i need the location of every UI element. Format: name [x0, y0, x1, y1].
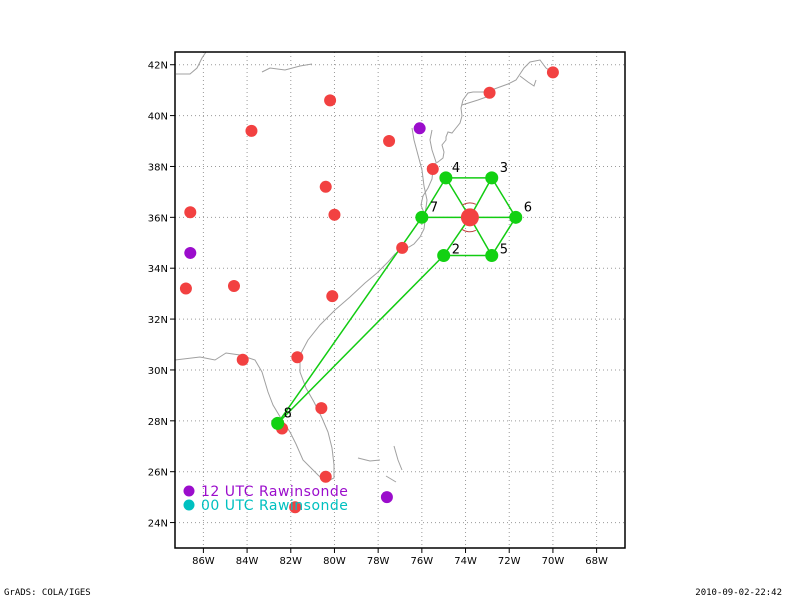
lon-tick-label: 76W	[411, 556, 434, 567]
lon-tick-label: 74W	[454, 556, 477, 567]
rawinsonde-station-marker	[328, 208, 341, 221]
cape-cod-line	[519, 75, 537, 87]
rawinsonde-station-marker	[291, 351, 304, 364]
rawinsonde-station-marker	[315, 402, 328, 415]
lon-tick-label: 86W	[192, 556, 215, 567]
rawinsonde-station-marker	[227, 280, 240, 293]
dropsonde-label: 5	[500, 242, 508, 257]
legend-12utc-marker	[183, 485, 195, 497]
lat-tick-label: 26N	[148, 468, 168, 479]
dropsonde-marker	[439, 171, 453, 185]
lon-tick-label: 80W	[323, 556, 346, 567]
dropsonde-marker	[437, 248, 451, 262]
rawinsonde-station-marker	[319, 470, 332, 483]
storm-center-marker	[460, 208, 479, 227]
lat-tick-label: 36N	[148, 213, 168, 224]
lon-tick-label: 82W	[279, 556, 302, 567]
lat-tick-label: 40N	[148, 112, 168, 123]
dropsonde-marker	[485, 248, 499, 262]
rawinsonde-station-marker	[236, 353, 249, 366]
rawinsonde-station-marker	[184, 206, 197, 219]
lon-tick-label: 70W	[542, 556, 565, 567]
rawinsonde-station-marker	[289, 501, 302, 514]
map-frame	[174, 51, 626, 549]
lon-tick-label: 78W	[367, 556, 390, 567]
dropsonde-label: 8	[284, 406, 292, 421]
lat-tick-label: 34N	[148, 264, 168, 275]
lon-tick-label: 72W	[498, 556, 521, 567]
lat-tick-label: 32N	[148, 315, 168, 326]
axis-tick-labels: 86W 84W 82W 80W 78W 76W 74W 72W 70W 68W 24N 26N 28N 3…	[148, 61, 608, 567]
rawinsonde-12utc-marker	[380, 491, 393, 504]
delaware-bay-line	[429, 129, 437, 163]
lon-tick-label: 68W	[585, 556, 608, 567]
rawinsonde-station-marker	[483, 86, 496, 99]
lat-tick-label: 42N	[148, 61, 168, 72]
great-lakes-line	[261, 63, 313, 73]
track-segment	[491, 216, 517, 256]
dropsonde-marker	[509, 210, 523, 224]
chesapeake-bay-line	[411, 127, 428, 216]
dropsonde-label: 3	[500, 161, 508, 176]
rawinsonde-station-marker	[383, 135, 396, 148]
track-segment	[277, 254, 445, 424]
rawinsonde-station-marker	[319, 180, 332, 193]
footer-credit: GrADS: COLA/IGES	[4, 588, 91, 598]
rawinsonde-station-marker	[426, 163, 439, 176]
legend-00utc-marker	[183, 499, 195, 511]
station-markers	[179, 66, 559, 514]
east-coast-line	[174, 59, 553, 483]
rawinsonde-station-marker	[326, 290, 339, 303]
lat-tick-label: 38N	[148, 162, 168, 173]
legend: 12 UTC Rawinsonde 00 UTC Rawinsonde	[183, 484, 348, 514]
rawinsonde-station-marker	[546, 66, 559, 79]
dropsonde-marker	[485, 171, 499, 185]
lat-tick-label: 24N	[148, 519, 168, 530]
rawinsonde-station-marker	[396, 241, 409, 254]
coastline	[174, 51, 553, 483]
dropsonde-label: 7	[430, 200, 438, 215]
dropsonde-marker	[415, 210, 429, 224]
dropsonde-marker	[271, 416, 285, 430]
dropsonde-markers: 2 3 4 5 6 7 8	[271, 161, 532, 430]
legend-12utc-label: 12 UTC Rawinsonde	[201, 484, 348, 500]
lat-tick-label: 30N	[148, 366, 168, 377]
storm-center-arc	[461, 228, 477, 233]
rawinsonde-station-marker	[324, 94, 337, 107]
lon-tick-label: 84W	[236, 556, 259, 567]
footer-timestamp: 2010-09-02-22:42	[695, 588, 782, 598]
track-segment	[421, 177, 447, 218]
lake-michigan-line	[176, 51, 207, 75]
legend-00utc-label: 00 UTC Rawinsonde	[201, 498, 348, 514]
lat-tick-label: 28N	[148, 417, 168, 428]
rawinsonde-12utc-marker	[184, 246, 197, 259]
track-segment	[491, 177, 517, 218]
dropsonde-label: 4	[452, 161, 460, 176]
dropsonde-label: 6	[524, 200, 532, 215]
rawinsonde-station-marker	[179, 282, 192, 295]
rawinsonde-12utc-marker	[413, 122, 426, 135]
rawinsonde-station-marker	[245, 124, 258, 137]
storm-center-arc	[461, 202, 477, 206]
bahamas-line	[357, 445, 403, 483]
dropsonde-label: 2	[452, 242, 460, 257]
flight-track	[277, 177, 517, 424]
